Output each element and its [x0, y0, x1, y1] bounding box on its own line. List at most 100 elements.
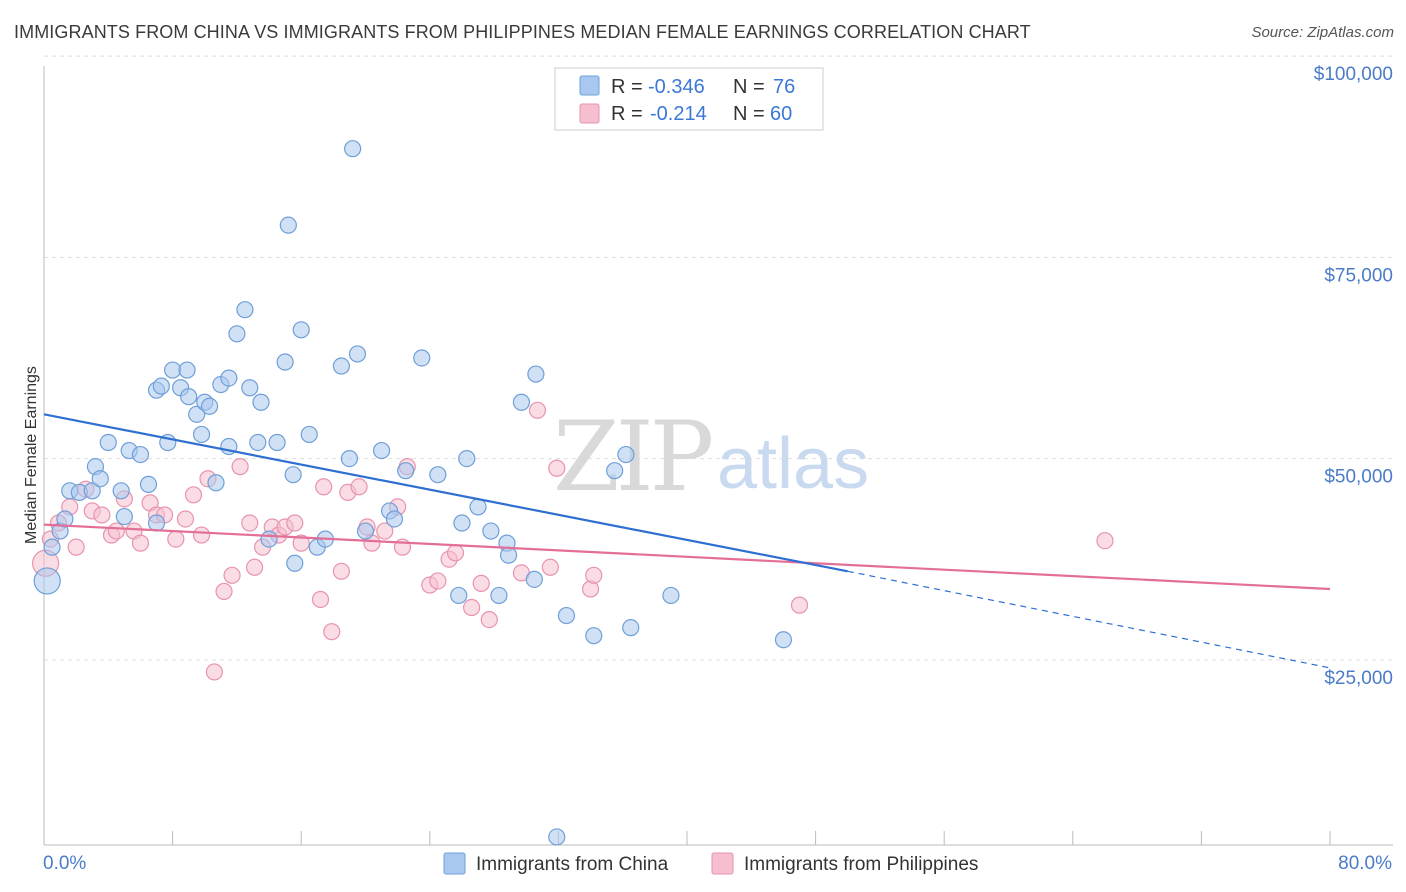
philippines-point	[541, 558, 559, 576]
philippines-points	[32, 401, 1114, 681]
x-tick-label-min: 0.0%	[43, 853, 86, 874]
china-point	[192, 425, 211, 444]
legend-swatch-china	[579, 75, 600, 96]
china-point	[397, 462, 415, 480]
philippines-point	[215, 582, 233, 601]
china-point	[131, 445, 150, 464]
philippines-point	[311, 590, 330, 609]
philippines-trend-line	[43, 523, 1331, 591]
legend-china-r-value: -0.346	[648, 76, 705, 98]
china-point	[56, 510, 74, 528]
legend-phil-n-value: 60	[770, 103, 792, 125]
watermark: ZIP atlas	[553, 401, 869, 513]
china-point	[249, 433, 267, 452]
philippines-point	[376, 522, 394, 540]
series-legend-philippines: Immigrants from Philippines	[744, 854, 978, 875]
china-point	[453, 514, 471, 532]
philippines-point	[131, 534, 150, 552]
x-tick-label-max: 80.0%	[1338, 853, 1392, 874]
china-point	[557, 606, 576, 625]
y-tick-labels: $25,000 $50,000 $75,000 $100,000	[1314, 64, 1393, 689]
philippines-point	[67, 538, 85, 556]
china-point	[83, 482, 101, 500]
philippines-point	[192, 526, 211, 544]
series-legend-swatch-china	[443, 852, 466, 875]
china-trend-line-extension	[847, 570, 1331, 669]
philippines-point	[585, 566, 603, 584]
philippines-point	[790, 596, 809, 614]
china-point	[450, 586, 468, 605]
china-point	[112, 482, 130, 500]
china-point	[458, 450, 476, 468]
philippines-point	[107, 522, 125, 540]
china-point	[268, 433, 286, 452]
china-point	[43, 538, 61, 556]
philippines-point	[245, 558, 264, 576]
china-point	[340, 450, 359, 468]
y-tick-label: $100,000	[1314, 64, 1393, 85]
series-legend-china: Immigrants from China	[476, 854, 669, 875]
y-tick-label: $25,000	[1324, 668, 1393, 689]
philippines-point	[446, 544, 465, 562]
china-point	[178, 361, 196, 379]
china-point	[525, 570, 543, 588]
source-label: Source: ZipAtlas.com	[1251, 24, 1394, 41]
china-point	[91, 470, 109, 488]
philippines-point	[332, 562, 350, 580]
china-point	[617, 445, 635, 464]
trend-lines	[43, 413, 1331, 669]
china-point	[152, 377, 170, 395]
legend-china-r-label: R =	[611, 76, 643, 98]
china-point	[276, 353, 294, 371]
china-point	[33, 567, 61, 595]
philippines-point	[176, 510, 195, 528]
stats-legend-box	[554, 67, 824, 131]
china-point	[180, 388, 198, 406]
legend-china-n-label: N =	[733, 76, 765, 98]
philippines-point	[184, 486, 203, 504]
china-point	[499, 546, 518, 564]
china-point	[139, 475, 158, 493]
china-point	[527, 365, 545, 383]
china-point	[774, 631, 793, 649]
china-point	[300, 425, 318, 444]
series-legend-swatch-philippines	[711, 852, 734, 875]
china-point	[292, 321, 310, 339]
philippines-point	[231, 458, 249, 476]
stats-legend: R = -0.346 N = 76 R = -0.214 N = 60	[554, 67, 824, 131]
axes	[43, 66, 1393, 846]
legend-swatch-philippines	[579, 103, 600, 124]
legend-phil-n-label: N =	[733, 103, 765, 125]
chart-title: IMMIGRANTS FROM CHINA VS IMMIGRANTS FROM…	[14, 22, 1031, 42]
china-point	[241, 379, 259, 397]
china-point	[548, 828, 566, 846]
watermark-zip: ZIP	[553, 401, 712, 513]
china-point	[164, 361, 182, 379]
y-tick-label: $50,000	[1324, 467, 1393, 488]
china-point	[482, 522, 500, 540]
philippines-point	[205, 663, 223, 681]
philippines-point	[286, 514, 304, 532]
china-point	[385, 510, 404, 528]
china-point	[512, 393, 531, 411]
china-point	[356, 522, 375, 540]
china-point	[606, 462, 624, 480]
philippines-point	[241, 514, 259, 532]
watermark-atlas: atlas	[717, 424, 869, 504]
china-point	[348, 345, 367, 363]
philippines-point	[1096, 532, 1114, 550]
philippines-point	[429, 572, 447, 590]
philippines-point	[480, 610, 498, 629]
china-point	[413, 349, 431, 367]
legend-phil-r-value: -0.214	[650, 103, 707, 125]
legend-phil-r-label: R =	[611, 103, 643, 125]
y-axis-label: Median Female Earnings	[23, 366, 40, 544]
philippines-point	[472, 574, 490, 592]
legend-china-n-value: 76	[773, 76, 795, 98]
china-point	[147, 514, 166, 532]
philippines-point	[323, 623, 341, 641]
china-point	[662, 586, 680, 605]
china-point	[99, 433, 117, 452]
china-point	[490, 586, 508, 605]
